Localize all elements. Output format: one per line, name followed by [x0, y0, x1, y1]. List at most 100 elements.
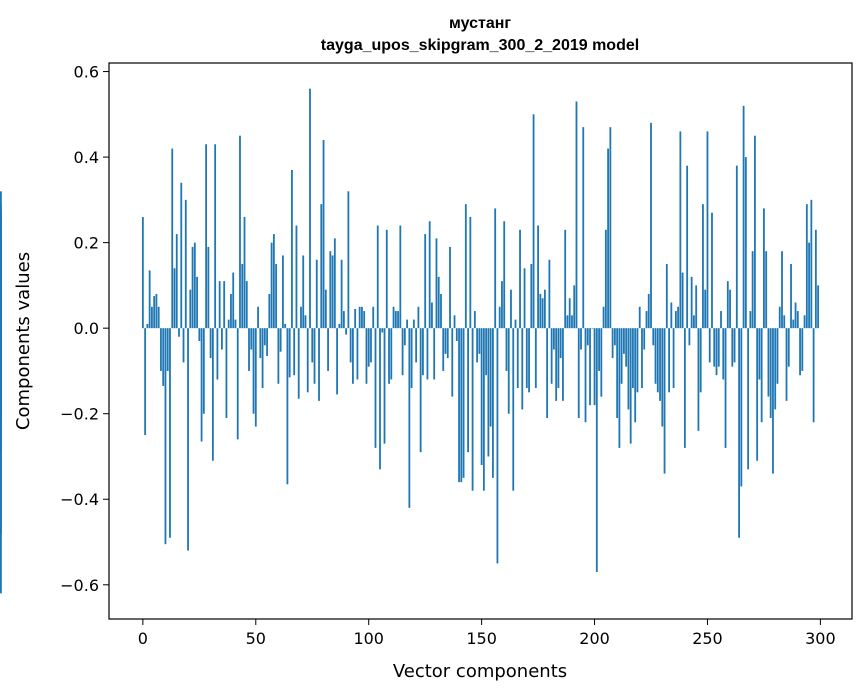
- bar-211: [618, 328, 621, 448]
- bar-203: [600, 328, 603, 397]
- bar-124: [422, 328, 424, 376]
- bar-242: [688, 328, 691, 346]
- bar-275: [763, 208, 765, 329]
- bar-177: [541, 298, 544, 329]
- bar-165: [514, 319, 517, 329]
- bar-173: [532, 114, 535, 329]
- bar-248: [702, 204, 704, 329]
- x-axis-ticks: 0 50 100 150 200 250 300: [138, 619, 836, 648]
- bar-172: [530, 264, 533, 329]
- bar-259: [726, 281, 729, 329]
- bar-294: [805, 204, 808, 329]
- x-tick-label: 300: [805, 629, 836, 648]
- bar-106: [381, 328, 384, 333]
- x-tick-label: 50: [246, 629, 266, 648]
- bar-158: [498, 306, 501, 329]
- bar-269: [749, 311, 752, 329]
- bar-113: [397, 311, 399, 329]
- bar-16: [178, 328, 180, 337]
- bar-191: [573, 285, 576, 329]
- bar-130: [435, 238, 438, 329]
- bar-19: [184, 199, 187, 329]
- bar-207: [609, 127, 612, 329]
- bar-82: [327, 328, 329, 371]
- bar-88: [340, 259, 343, 329]
- bar-13: [171, 148, 174, 329]
- bar-183: [555, 328, 558, 401]
- x-tick-label: 200: [579, 629, 610, 648]
- bar-256: [720, 311, 722, 329]
- bar-21: [189, 289, 192, 329]
- bar-162: [507, 328, 510, 414]
- bar-50: [254, 328, 257, 427]
- bar-133: [442, 328, 445, 371]
- bar-199: [591, 328, 594, 329]
- bar-43: [239, 135, 241, 329]
- bar-186: [562, 328, 564, 401]
- bar-103: [374, 328, 377, 448]
- bar-180: [548, 259, 551, 329]
- bar-202: [598, 328, 600, 371]
- x-tick-label: 0: [138, 629, 148, 648]
- bar-179: [546, 328, 549, 418]
- bar-25: [198, 328, 201, 341]
- bar-53: [261, 328, 264, 389]
- bar-57: [270, 242, 273, 329]
- bar-216: [629, 328, 632, 444]
- bar-181: [550, 328, 553, 384]
- bar-42: [236, 328, 239, 440]
- bar-92: [349, 328, 352, 363]
- bar-254: [715, 328, 718, 376]
- x-tick-label: 250: [692, 629, 723, 648]
- bar-148: [476, 328, 479, 363]
- bar-59: [275, 264, 278, 329]
- bar-278: [769, 328, 772, 418]
- bar-undefined: [0, 328, 2, 534]
- bar-86: [336, 328, 338, 395]
- bar-119: [410, 328, 413, 389]
- bar-185: [559, 328, 562, 359]
- bar-series: [0, 88, 820, 594]
- bar-229: [659, 328, 661, 401]
- bar-188: [566, 315, 569, 329]
- bar-235: [672, 328, 675, 389]
- bar-2: [146, 323, 149, 329]
- bar-206: [607, 148, 609, 329]
- bar-0: [141, 216, 144, 329]
- bar-182: [552, 328, 555, 350]
- bar-154: [489, 328, 492, 427]
- bar-75: [311, 328, 314, 363]
- bar-40: [232, 272, 235, 329]
- bar-89: [342, 311, 345, 329]
- bar-253: [713, 328, 716, 367]
- bar-116: [403, 328, 406, 346]
- bar-96: [358, 306, 361, 329]
- bar-132: [440, 293, 442, 329]
- y-tick-label: 0.6: [74, 63, 99, 82]
- bar-3: [148, 270, 151, 329]
- bar-290: [796, 311, 799, 329]
- bar-65: [288, 328, 291, 378]
- bar-31: [211, 328, 214, 461]
- bar-255: [717, 328, 720, 367]
- bar-36: [223, 281, 226, 329]
- bar-265: [740, 328, 743, 487]
- bar-280: [774, 328, 777, 410]
- bar-227: [654, 328, 657, 384]
- bar-97: [361, 306, 363, 329]
- bar-22: [191, 246, 194, 329]
- bar-231: [663, 328, 666, 474]
- bar-157: [496, 328, 499, 564]
- bar-241: [686, 165, 689, 329]
- bar-160: [503, 221, 506, 329]
- bar-6: [155, 293, 158, 329]
- bar-26: [200, 328, 203, 442]
- bar-135: [446, 328, 449, 359]
- bar-286: [787, 328, 790, 367]
- bar-298: [814, 229, 817, 329]
- bar-198: [589, 328, 591, 406]
- bar-190: [571, 315, 573, 329]
- bar-27: [202, 328, 205, 414]
- bar-120: [412, 319, 415, 329]
- bar-292: [801, 328, 804, 371]
